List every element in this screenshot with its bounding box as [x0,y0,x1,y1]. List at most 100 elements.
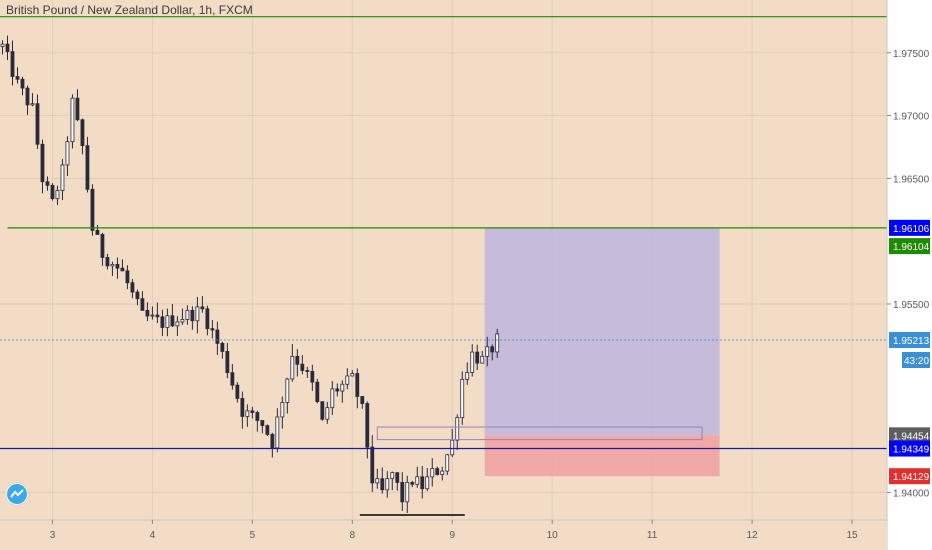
candle-body [185,309,190,320]
candle-body [80,119,85,147]
candle-body [20,78,25,89]
candle-body [320,401,325,420]
price-badge [889,219,930,236]
time-axis[interactable]: 3 4 5 8 9 10 11 12 15 [0,519,887,550]
price-badge [889,427,930,444]
grid [0,0,887,520]
logo-icon [7,484,27,504]
loss-zone [484,435,720,477]
candle-body [380,478,385,491]
countdown-badge [902,352,930,369]
candle-body [430,468,435,478]
price-badge-label: 1.95213 [893,336,930,347]
candle-body [440,470,445,475]
price-axis[interactable]: 1.97500 1.97000 1.96500 1.95500 1.94000 1.961… [886,0,932,550]
price-tick-label: 1.94000 [893,488,930,499]
candle-body [25,87,30,106]
price-badge-label: 1.94454 [893,431,930,442]
chart-title: British Pound / New Zealand Dollar, 1h, … [6,3,253,17]
candle-body [60,164,65,191]
candle-body [30,103,35,106]
candle-body [190,309,195,322]
price-axis-background [887,0,932,550]
candles [0,35,500,513]
candle-body [350,373,355,377]
candle-body [215,329,220,344]
candle-body [420,476,425,490]
time-tick-label: 4 [150,530,156,541]
price-badge-label: 1.94129 [893,472,930,483]
candle-body [65,141,70,166]
candle-body [310,370,315,383]
candle-body [390,472,395,480]
candle-body [375,478,380,484]
candle-body [370,446,375,484]
candle-body [50,184,55,200]
chart-title-text: British Pound / New Zealand Dollar, 1h, … [6,3,253,17]
candle-body [300,363,305,371]
candle-body [15,76,20,80]
time-tick-label: 8 [350,530,356,541]
candle-body [220,342,225,352]
candle-body [280,402,285,418]
candle-body [0,43,5,47]
candle-body [475,351,480,364]
price-tick-label: 1.97000 [893,112,930,123]
candle-body [110,263,115,267]
candle-body [180,318,185,323]
candle-body [115,263,120,269]
price-badge-label: 1.96104 [893,242,930,253]
candle-body [315,381,320,403]
candle-body [470,351,475,373]
price-badge [889,468,930,485]
candle-body [450,439,455,456]
candle-body [5,43,10,52]
candle-body [395,472,400,483]
drawings [359,426,703,516]
candle-body [155,314,160,318]
candle-body [130,282,135,293]
tradingview-logo[interactable] [6,483,28,505]
price-badge [889,332,930,349]
candle-body [415,476,420,485]
price-badge-label: 1.94349 [893,445,930,456]
candle-body [275,416,280,449]
candle-body [200,306,205,310]
time-tick-label: 11 [647,530,658,541]
candle-body [270,433,275,449]
candle-body [465,372,470,380]
candle-body [225,351,230,374]
range-rectangle[interactable] [376,426,703,441]
candle-body [405,482,410,503]
candle-body [205,308,210,330]
price-badge [889,440,930,457]
candle-body [400,481,405,503]
candle-body [365,403,370,448]
candle-body [55,190,60,200]
candle-body [305,370,310,372]
candle-body [170,315,175,327]
candle-body [485,346,490,357]
candle-body [330,388,335,409]
candle-body [385,478,390,491]
candle-body [255,412,260,421]
price-tick-label: 1.96500 [893,174,930,185]
candle-body [355,373,360,397]
candle-body [120,267,125,272]
position-zones [484,227,720,477]
candle-body [125,270,130,284]
candle-body [145,309,150,317]
candle-body [90,188,95,231]
candle-body [455,417,460,441]
time-tick-label: 5 [250,530,256,541]
candle-body [95,229,100,235]
candle-body [490,346,495,353]
candle-body [345,375,350,385]
candle-body [235,384,240,399]
candle-body [335,388,340,392]
candle-body [150,314,155,317]
candle-body [40,143,45,183]
candle-body [10,51,15,77]
